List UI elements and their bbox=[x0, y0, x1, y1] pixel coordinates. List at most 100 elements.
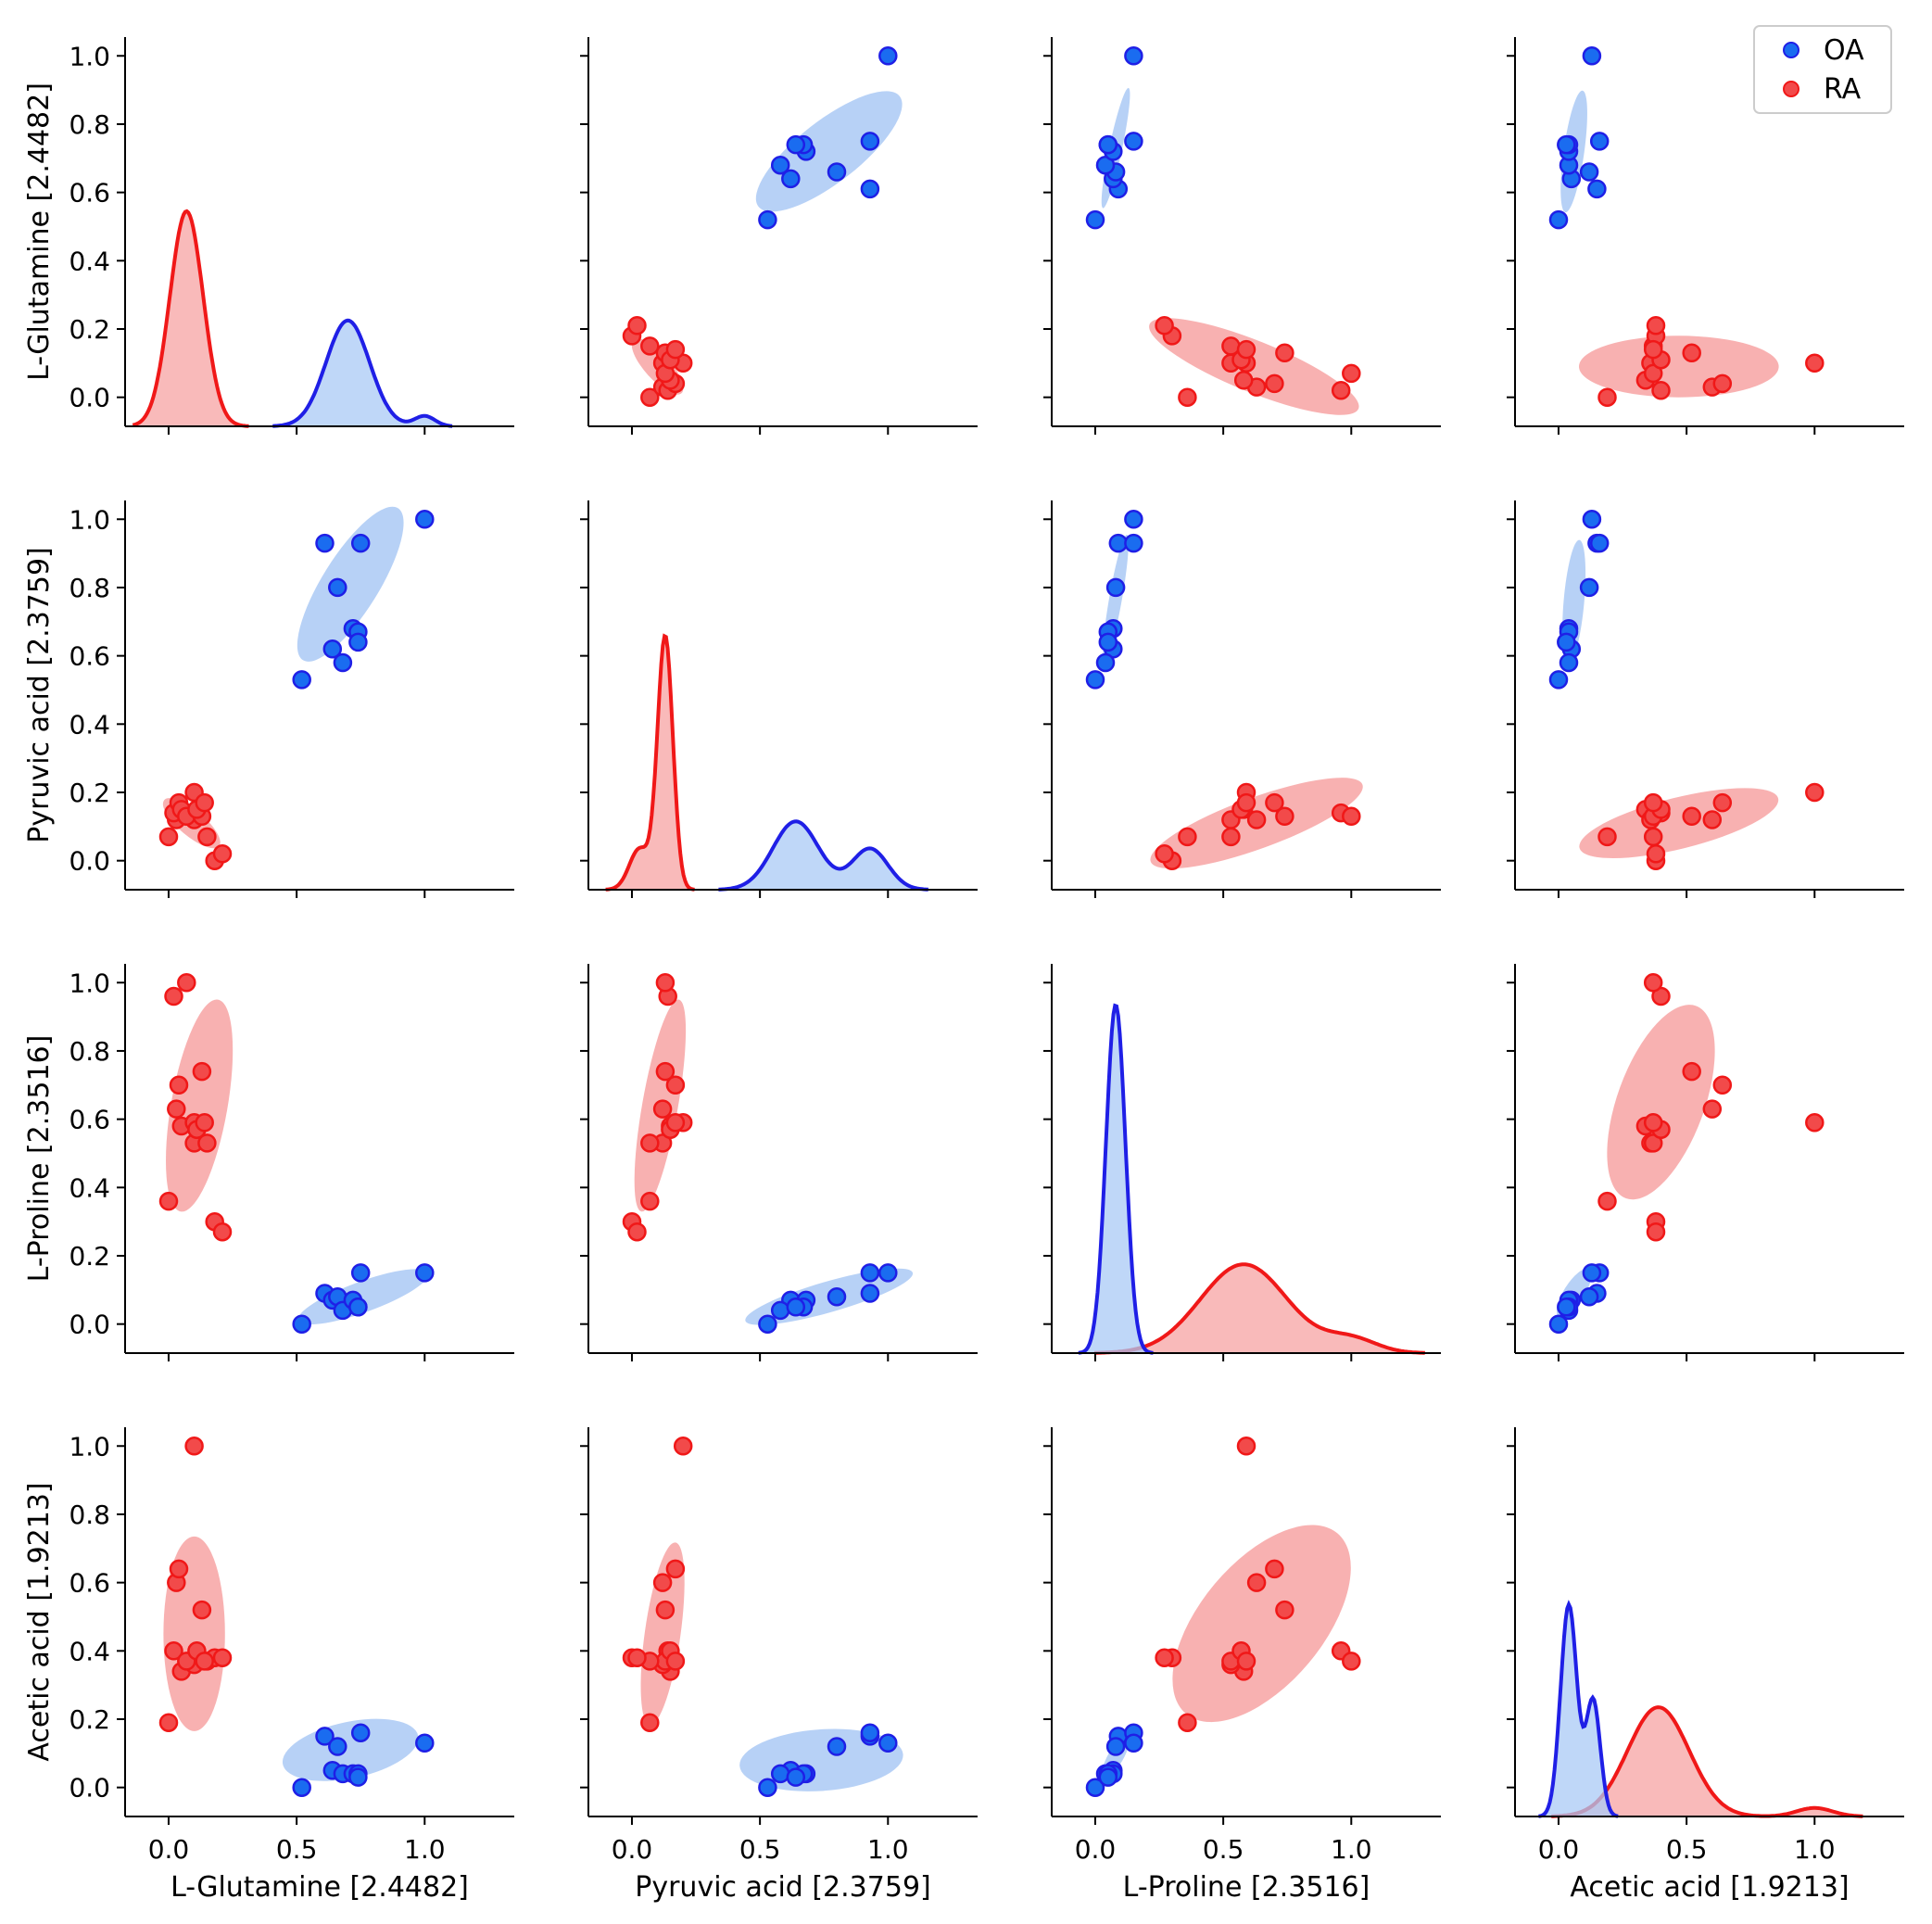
x-axis-label: L-Glutamine [2.4482] bbox=[170, 1871, 469, 1904]
point-ra bbox=[1275, 1600, 1294, 1620]
point-oa bbox=[328, 1737, 347, 1756]
point-ra bbox=[1233, 371, 1254, 390]
point-oa bbox=[1557, 632, 1576, 652]
y-axis-label: Pyruvic acid [2.3759] bbox=[23, 547, 56, 842]
point-ra bbox=[164, 1641, 183, 1661]
point-ra bbox=[640, 387, 660, 407]
legend-label-ra: RA bbox=[1824, 73, 1862, 106]
point-oa bbox=[315, 1727, 335, 1746]
x-tick-label: 1.0 bbox=[1331, 1834, 1372, 1865]
point-ra bbox=[158, 1191, 179, 1211]
point-ra bbox=[1643, 827, 1663, 847]
confidence-ellipse-ra bbox=[1579, 788, 1779, 859]
point-ra bbox=[665, 1113, 686, 1133]
kde-fill-oa bbox=[1078, 1006, 1154, 1353]
point-oa bbox=[1582, 510, 1602, 529]
point-oa bbox=[348, 1297, 368, 1317]
y-tick-label: 0.0 bbox=[69, 1310, 110, 1340]
point-ra bbox=[1646, 844, 1666, 864]
x-tick-label: 1.0 bbox=[1794, 1834, 1836, 1865]
point-ra bbox=[1155, 844, 1174, 864]
kde-line-oa bbox=[272, 318, 453, 428]
point-oa bbox=[1124, 1733, 1143, 1753]
point-oa bbox=[758, 1778, 777, 1797]
x-tick-label: 0.5 bbox=[1666, 1834, 1708, 1865]
point-ra bbox=[655, 1061, 676, 1082]
point-oa bbox=[878, 1263, 898, 1283]
point-oa bbox=[758, 209, 777, 230]
point-oa bbox=[292, 670, 311, 690]
kde-line-oa bbox=[1538, 1600, 1619, 1818]
point-oa bbox=[315, 533, 335, 553]
point-oa bbox=[1557, 1297, 1576, 1317]
panel-r1-c0: 0.0 0.2 0.4 0.6 0.8 1.0 Pyruvic acid [2.3759] bbox=[23, 500, 514, 898]
point-ra bbox=[665, 1075, 686, 1095]
point-oa bbox=[781, 169, 801, 189]
point-oa bbox=[878, 1733, 898, 1753]
point-ra bbox=[1155, 316, 1174, 335]
x-tick-label: 0.5 bbox=[1203, 1834, 1244, 1865]
point-ra bbox=[195, 1113, 214, 1133]
kde-line-ra bbox=[132, 209, 249, 428]
point-ra bbox=[652, 1573, 673, 1592]
panel-r2-c1 bbox=[580, 964, 978, 1361]
point-ra bbox=[1178, 1713, 1197, 1732]
y-axis-label: L-Proline [2.3516] bbox=[23, 1035, 56, 1283]
point-oa bbox=[1579, 577, 1599, 598]
point-ra bbox=[1805, 1113, 1825, 1133]
point-oa bbox=[1095, 652, 1116, 673]
point-oa bbox=[1124, 510, 1143, 529]
y-tick-label: 1.0 bbox=[69, 504, 110, 535]
point-ra bbox=[640, 1191, 660, 1211]
panel-r2-c3 bbox=[1507, 964, 1904, 1361]
point-ra bbox=[665, 1652, 686, 1671]
point-ra bbox=[1265, 373, 1284, 394]
x-tick-label: 0.0 bbox=[612, 1834, 653, 1865]
y-tick-label: 0.4 bbox=[69, 246, 110, 276]
confidence-ellipse-ra bbox=[640, 1542, 685, 1726]
point-ra bbox=[640, 1133, 660, 1153]
point-ra bbox=[673, 1437, 693, 1456]
point-oa bbox=[1098, 1767, 1118, 1787]
point-ra bbox=[184, 1437, 204, 1456]
confidence-ellipse-oa bbox=[297, 506, 404, 662]
x-tick-label: 1.0 bbox=[404, 1834, 446, 1865]
point-ra bbox=[177, 973, 196, 993]
point-oa bbox=[1108, 533, 1129, 553]
point-ra bbox=[195, 792, 214, 813]
point-oa bbox=[1085, 1778, 1105, 1797]
panel-r0-c1 bbox=[580, 37, 978, 435]
point-oa bbox=[1582, 46, 1602, 66]
point-ra bbox=[655, 973, 676, 993]
point-oa bbox=[292, 1314, 311, 1334]
y-tick-label: 0.8 bbox=[69, 573, 110, 603]
point-ra bbox=[1236, 1437, 1256, 1456]
x-tick-label: 0.5 bbox=[276, 1834, 318, 1865]
point-oa bbox=[328, 577, 347, 598]
point-ra bbox=[627, 1221, 647, 1242]
point-oa bbox=[333, 652, 353, 673]
point-ra bbox=[158, 1713, 179, 1732]
y-tick-label: 0.8 bbox=[69, 109, 110, 140]
point-oa bbox=[348, 1767, 368, 1787]
point-ra bbox=[652, 1099, 673, 1119]
point-oa bbox=[860, 132, 880, 151]
kde-line-ra bbox=[605, 633, 695, 892]
point-oa bbox=[1559, 652, 1579, 673]
y-axis-label: L-Glutamine [2.4482] bbox=[23, 82, 56, 381]
point-ra bbox=[1712, 1075, 1733, 1095]
panel-r2-c0: 0.0 0.2 0.4 0.6 0.8 1.0 L-Proline [2.3516] bbox=[23, 964, 514, 1361]
y-tick-label: 0.4 bbox=[69, 1636, 110, 1666]
confidence-ellipse-ra bbox=[1172, 1525, 1351, 1723]
panel-r3-c2: 0.0 0.5 1.0 L-Proline [2.3516] bbox=[1043, 1427, 1441, 1904]
point-oa bbox=[350, 1723, 371, 1742]
y-tick-label: 1.0 bbox=[69, 1431, 110, 1462]
panel-r0-c3 bbox=[1507, 37, 1904, 435]
point-oa bbox=[322, 639, 343, 659]
point-ra bbox=[197, 827, 217, 847]
point-ra bbox=[1236, 339, 1256, 360]
x-tick-label: 1.0 bbox=[867, 1834, 909, 1865]
point-ra bbox=[1682, 1061, 1701, 1082]
panel-r0-c0: 0.0 0.2 0.4 0.6 0.8 1.0 L-Glutamine [2.4482] bbox=[23, 37, 514, 435]
